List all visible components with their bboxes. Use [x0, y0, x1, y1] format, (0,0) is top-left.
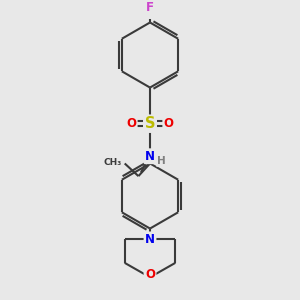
Text: O: O — [164, 117, 174, 130]
Text: CH₃: CH₃ — [103, 158, 122, 167]
Text: O: O — [145, 268, 155, 281]
Text: N: N — [145, 233, 155, 246]
Text: F: F — [146, 1, 154, 14]
Text: H: H — [157, 156, 166, 166]
Text: S: S — [145, 116, 155, 131]
Text: N: N — [145, 150, 155, 163]
Text: O: O — [126, 117, 136, 130]
